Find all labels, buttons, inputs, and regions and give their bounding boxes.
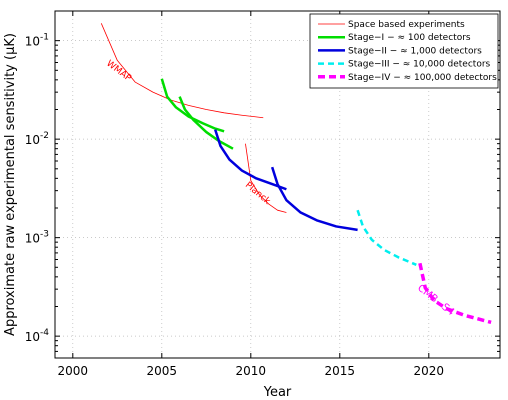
- axis-ticks: 2000 2005 2010 2015 2020 10-1 10-2 10-3 10-4: [25, 10, 500, 378]
- x-tick-label: 2010: [236, 364, 267, 378]
- series-line-stage3: [356, 209, 417, 266]
- legend-label: Stage−III − ≈ 10,000 detectors: [348, 60, 491, 70]
- series-line-stage2: [270, 166, 358, 232]
- x-tick-label: 2015: [325, 364, 356, 378]
- series-line-stage2: [214, 129, 287, 191]
- x-tick-label: 2020: [414, 364, 445, 378]
- series-line-stage4: [418, 262, 492, 325]
- y-axis-label: Approximate raw experimental sensitivity…: [3, 33, 18, 336]
- x-tick-label: 2005: [147, 364, 178, 378]
- legend-label: Stage−IV − ≈ 100,000 detectors: [348, 73, 497, 83]
- x-axis-label: Year: [263, 385, 292, 400]
- data-series: [100, 23, 492, 325]
- y-tick-label: 10-3: [25, 230, 49, 246]
- legend: Space based experiments Stage−I − ≈ 100 d…: [309, 13, 499, 89]
- y-tick-label: 10-2: [25, 131, 49, 147]
- x-tick-label: 2000: [58, 364, 89, 378]
- plot-frame: [54, 10, 501, 359]
- legend-label: Space based experiments: [348, 20, 465, 30]
- series-line-stage1: [160, 78, 225, 133]
- legend-label: Stage−I − ≈ 100 detectors: [348, 33, 471, 43]
- y-tick-label: 10-1: [25, 33, 49, 49]
- y-tick-label: 10-4: [25, 328, 50, 344]
- series-line-space: [100, 23, 264, 119]
- series-line-stage1: [178, 96, 234, 150]
- legend-label: Stage−II − ≈ 1,000 detectors: [348, 46, 482, 56]
